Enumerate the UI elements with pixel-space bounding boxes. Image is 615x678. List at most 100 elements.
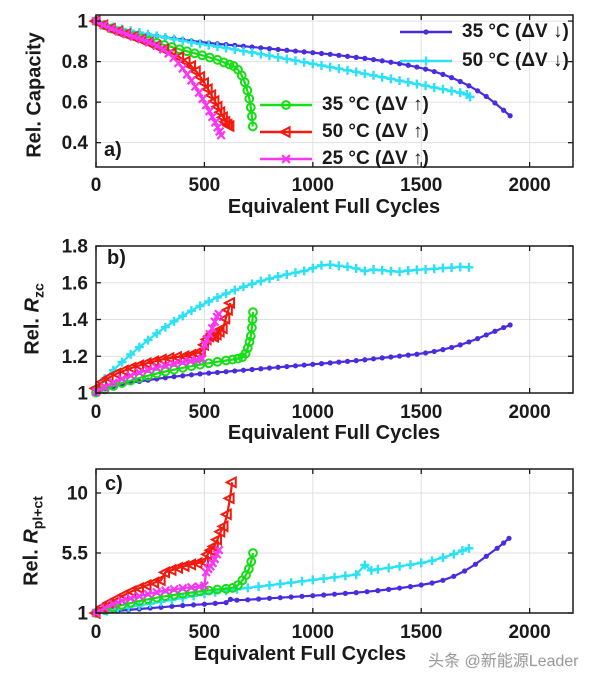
plus-marker	[330, 572, 339, 582]
x-tick-label: 2000	[508, 175, 550, 196]
legend-entry-35c-down: 35 °C (ΔV ↓)	[397, 17, 569, 46]
dot-marker	[292, 363, 299, 369]
dot-marker	[370, 356, 377, 362]
plus-marker	[421, 81, 431, 91]
plus-marker	[412, 265, 422, 275]
plus-marker	[360, 266, 370, 276]
plus-marker	[438, 263, 448, 273]
triangle-left-marker	[183, 59, 196, 73]
plus-marker	[325, 260, 335, 270]
y-tick-label: 5.5	[62, 544, 89, 565]
y-tick-label: 0.6	[62, 93, 88, 114]
triangle-left-marker	[212, 525, 226, 539]
dot-marker	[353, 590, 359, 596]
dot-marker	[206, 370, 212, 376]
x-marker	[185, 356, 195, 366]
x-marker	[199, 581, 209, 591]
x-marker	[134, 368, 144, 378]
legend-entry-50c-down: 50 °C (ΔV ↓)	[397, 46, 569, 75]
plus-marker	[117, 357, 127, 367]
y-axis-label-a: Rel. Capacity	[23, 32, 46, 158]
dot-marker	[423, 28, 429, 35]
circle-marker	[281, 99, 291, 110]
plus-marker	[290, 56, 300, 66]
dot-marker	[501, 540, 507, 546]
triangle-left-marker	[200, 82, 213, 96]
triangle-left-marker	[219, 507, 232, 521]
dot-marker	[327, 360, 333, 366]
y-tick-label: 1	[77, 604, 88, 625]
dot-marker	[483, 553, 489, 559]
plus-marker	[449, 549, 459, 559]
x-marker	[134, 591, 144, 601]
axes-frame	[95, 14, 574, 168]
circle-marker	[169, 364, 179, 375]
plus-marker	[340, 571, 350, 581]
triangle-left-marker	[222, 296, 236, 310]
plus-marker	[403, 266, 413, 276]
plus-marker	[186, 306, 196, 316]
dot-marker	[277, 595, 283, 601]
x-marker	[204, 106, 214, 116]
plus-marker	[386, 266, 396, 276]
chart-c: 0 500 1000 1500 2000 1 5.5 10	[62, 468, 574, 643]
x-marker	[99, 20, 109, 30]
dot-marker	[212, 600, 218, 607]
axes-frame	[95, 468, 574, 614]
panel-label-c: c)	[105, 473, 123, 495]
plus-marker	[152, 328, 162, 338]
legend-label: 35 °C (ΔV ↑)	[322, 93, 429, 115]
plus-marker	[243, 583, 253, 593]
chart-a: 0 500 1000 1500 2000 0.4 0.6 0.8 1	[62, 12, 574, 196]
plus-marker	[230, 44, 240, 54]
plus-marker	[438, 553, 448, 563]
x-tick-label: 500	[189, 175, 221, 196]
legend-sample-canvas	[260, 99, 312, 110]
triangle-left-marker	[222, 491, 235, 505]
x-marker	[160, 586, 170, 596]
plus-marker	[308, 263, 318, 273]
plus-marker	[360, 560, 370, 570]
x-marker	[126, 593, 136, 603]
dot-marker	[483, 332, 489, 338]
dot-marker	[422, 66, 429, 72]
plus-marker	[377, 72, 387, 82]
x-marker	[281, 153, 291, 164]
x-marker	[216, 130, 226, 140]
dot-marker	[321, 592, 327, 598]
dot-marker	[364, 589, 370, 595]
dot-marker	[288, 594, 294, 600]
triangle-left-marker	[101, 371, 114, 384]
plus-marker	[297, 576, 307, 586]
dot-marker	[234, 597, 240, 603]
triangle-left-marker	[206, 539, 219, 553]
x-marker	[205, 329, 215, 339]
plus-marker	[308, 59, 318, 69]
plus-marker	[299, 57, 309, 67]
dot-marker	[431, 68, 437, 75]
dot-marker	[461, 568, 468, 574]
plus-marker	[178, 36, 188, 46]
x-tick-label: 500	[189, 622, 221, 643]
dot-marker	[162, 375, 168, 381]
x-marker	[121, 29, 131, 39]
circle-marker	[227, 354, 238, 365]
plus-marker	[212, 292, 222, 302]
plus-marker	[169, 34, 179, 44]
dot-marker	[331, 591, 338, 597]
dot-marker	[240, 43, 247, 49]
dot-marker	[353, 358, 359, 364]
dot-marker	[214, 369, 221, 376]
x-marker	[126, 370, 136, 381]
x-marker	[186, 582, 196, 592]
circle-marker	[177, 362, 188, 373]
plus-marker	[464, 543, 474, 553]
dot-marker	[396, 353, 403, 359]
dot-marker	[188, 372, 194, 378]
plus-marker	[273, 52, 283, 62]
legend-entry-50c-up: 50 °C (ΔV ↑)	[257, 118, 429, 145]
circle-marker	[221, 355, 231, 366]
dot-marker	[472, 561, 479, 567]
dot-marker	[171, 374, 177, 380]
